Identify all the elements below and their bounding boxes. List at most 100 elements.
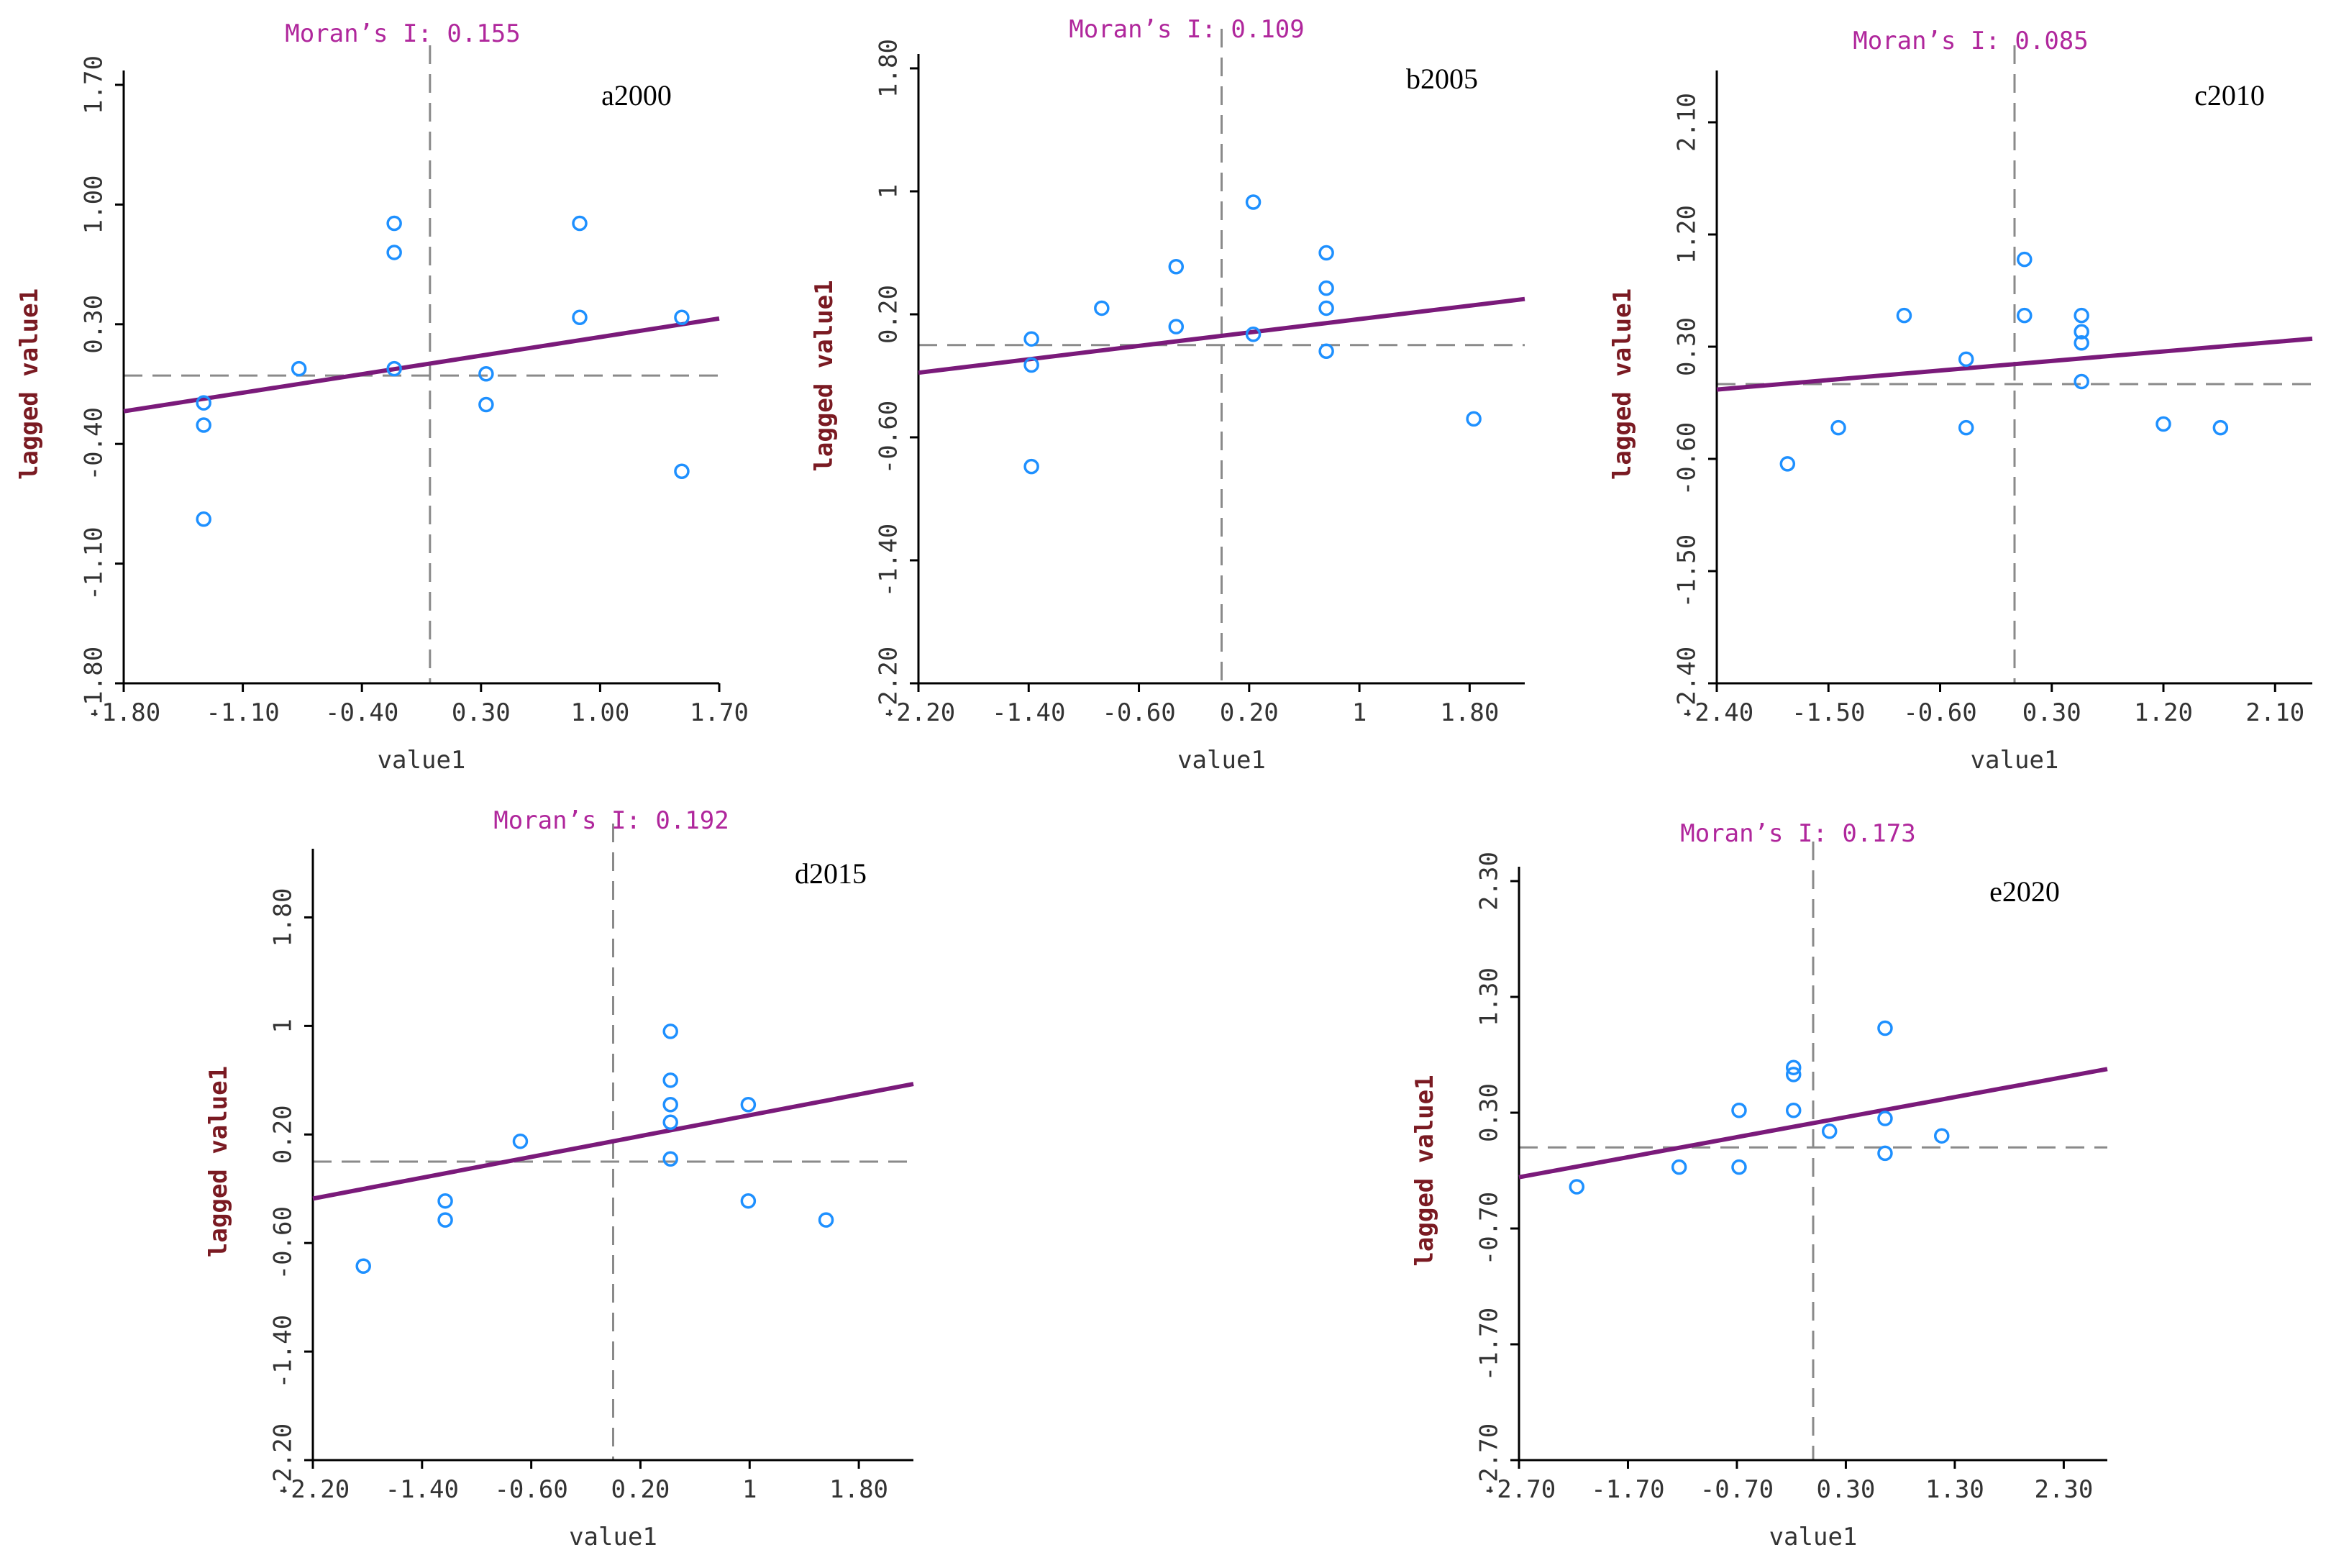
x-tick-label: 1.80 xyxy=(1440,698,1499,727)
x-axis-title: value1 xyxy=(569,1523,657,1551)
y-tick-label: -2.20 xyxy=(875,647,903,720)
x-tick-label: 0.30 xyxy=(1816,1475,1875,1504)
x-tick-label: -2.20 xyxy=(882,698,955,727)
panel-label: e2020 xyxy=(1989,875,2060,908)
y-tick-label: 0.30 xyxy=(80,295,109,354)
data-point xyxy=(1245,327,1262,342)
x-axis-title: value1 xyxy=(378,746,466,775)
data-point xyxy=(1318,280,1334,296)
regression-line xyxy=(312,1082,914,1201)
x-tick-label: 0.20 xyxy=(1220,698,1279,727)
data-point xyxy=(740,1097,757,1113)
y-tick-label: 1.30 xyxy=(1475,967,1504,1026)
data-point xyxy=(1671,1159,1687,1175)
data-point xyxy=(662,1114,678,1131)
regression-line xyxy=(918,296,1525,375)
data-point xyxy=(437,1212,453,1228)
data-point xyxy=(1779,456,1796,472)
x-tick-label: 1.70 xyxy=(690,698,749,727)
data-point xyxy=(1731,1159,1747,1175)
y-tick-label: -1.70 xyxy=(1475,1308,1504,1381)
panel-label: b2005 xyxy=(1406,63,1478,95)
y-tick-label: 0.30 xyxy=(1475,1083,1504,1142)
y-tick-label: 2.10 xyxy=(1673,93,1702,152)
y-tick-label: 1.00 xyxy=(80,175,109,234)
y-tick-label: 1.20 xyxy=(1673,205,1702,264)
y-axis-title: lagged value1 xyxy=(204,1066,233,1257)
x-tick-label: -1.70 xyxy=(1591,1475,1664,1504)
morans-i-title: Moran’s I: 0.085 xyxy=(1853,27,2089,55)
y-axis-title: lagged value1 xyxy=(810,280,839,471)
data-point xyxy=(1245,194,1262,210)
x-tick-label: -0.60 xyxy=(1102,698,1175,727)
regression-line xyxy=(123,316,720,414)
data-point xyxy=(196,395,211,411)
data-point xyxy=(2074,307,2089,324)
data-point xyxy=(1569,1179,1585,1195)
data-point xyxy=(512,1133,529,1149)
panel-label: d2015 xyxy=(795,857,867,890)
x-tick-label: 1 xyxy=(1352,698,1367,727)
x-tick-label: 1.20 xyxy=(2134,698,2193,727)
data-point xyxy=(196,511,211,527)
data-point xyxy=(662,1024,678,1039)
x-tick-label: 1.80 xyxy=(829,1475,888,1504)
data-point xyxy=(1785,1059,1802,1075)
data-point xyxy=(1318,300,1334,316)
chart-panel-d2015: -2.20 -1.40 -0.60 0.20 1 1.80 -2.20 -1.40 -0.60 0… xyxy=(204,806,914,1551)
y-axis-title: lagged value1 xyxy=(15,288,44,480)
data-point xyxy=(1318,245,1334,261)
y-tick-label: 0.30 xyxy=(1673,317,1702,376)
regression-line xyxy=(1716,336,2313,392)
x-tick-label: -2.20 xyxy=(276,1475,350,1504)
data-point xyxy=(1168,258,1185,275)
data-point xyxy=(662,1151,678,1167)
data-point xyxy=(437,1193,453,1209)
data-point xyxy=(1318,343,1334,360)
x-tick-label: -2.70 xyxy=(1482,1475,1556,1504)
data-point xyxy=(674,463,690,479)
data-point xyxy=(291,360,307,377)
y-tick-label: -1.50 xyxy=(1673,534,1702,608)
y-tick-label: 0.20 xyxy=(875,285,903,344)
y-tick-label: -0.60 xyxy=(875,401,903,474)
x-axis-title: value1 xyxy=(1769,1523,1858,1551)
x-tick-label: -1.10 xyxy=(206,698,279,727)
data-point xyxy=(1830,419,1846,436)
x-tick-label: 1 xyxy=(742,1475,757,1504)
y-tick-label: 1 xyxy=(875,184,903,199)
x-axis-title: value1 xyxy=(1971,746,2059,775)
panel-label: a2000 xyxy=(601,79,672,111)
chart-panel-b2005: -2.20 -1.40 -0.60 0.20 1 1.80 -2.20 -1.40 -0.60 0… xyxy=(810,15,1525,775)
y-tick-label: -2.70 xyxy=(1475,1423,1504,1497)
morans-i-title: Moran’s I: 0.192 xyxy=(493,806,729,835)
data-point xyxy=(740,1193,757,1209)
chart-panel-a2000: -1.80 -1.10 -0.40 0.30 1.00 1.70 -1.80 -1.10 -0.… xyxy=(15,19,749,775)
data-point xyxy=(1821,1123,1838,1139)
x-tick-label: -1.50 xyxy=(1792,698,1865,727)
x-axis-title: value1 xyxy=(1177,746,1266,775)
data-point xyxy=(1023,331,1039,347)
data-point xyxy=(2212,419,2229,436)
x-tick-label: -0.40 xyxy=(325,698,398,727)
data-point xyxy=(1466,411,1482,427)
data-point xyxy=(1933,1128,1950,1144)
data-point xyxy=(1168,319,1185,334)
data-point xyxy=(674,309,690,326)
data-point xyxy=(1958,351,1974,368)
regression-line xyxy=(1518,1067,2108,1180)
data-point xyxy=(386,245,402,260)
y-tick-label: -1.10 xyxy=(80,527,109,600)
data-point xyxy=(2017,307,2033,324)
data-point xyxy=(1785,1067,1802,1082)
data-point xyxy=(1877,1111,1893,1126)
y-tick-label: -0.70 xyxy=(1475,1192,1504,1265)
data-point xyxy=(662,1097,678,1113)
data-point xyxy=(572,215,588,232)
x-tick-label: -0.60 xyxy=(1903,698,1976,727)
y-axis-title: lagged value1 xyxy=(1608,288,1637,480)
x-tick-label: 0.30 xyxy=(452,698,511,727)
data-point xyxy=(818,1212,834,1228)
data-point xyxy=(1023,458,1039,475)
